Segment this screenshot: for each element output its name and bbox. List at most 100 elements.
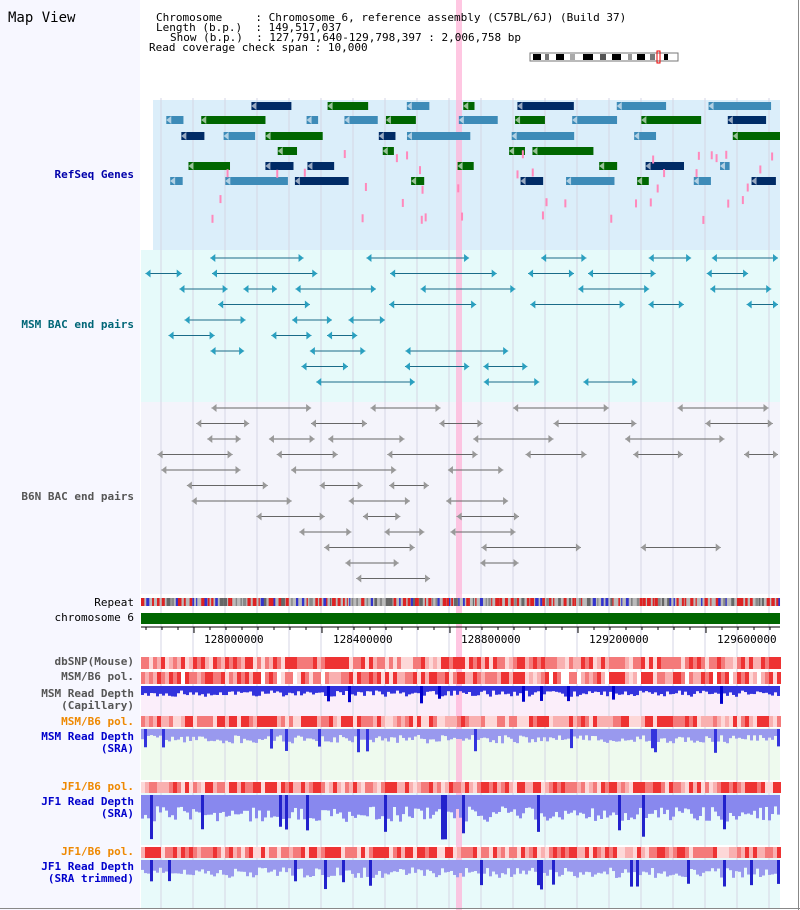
read-depth-bar (621, 795, 624, 821)
read-depth-bar (771, 686, 774, 696)
polymorphism-cell (685, 716, 689, 727)
polymorphism-cell (413, 657, 417, 669)
bac-end-marker (291, 466, 297, 474)
polymorphism-cell (673, 847, 677, 858)
read-depth-bar (171, 795, 174, 816)
polymorphism-cell (629, 657, 633, 669)
polymorphism-cell (205, 847, 209, 858)
read-depth-bar (228, 686, 231, 692)
polymorphism-cell (609, 672, 613, 684)
polymorphism-cell (433, 847, 437, 858)
polymorphism-cell (457, 782, 461, 793)
dbsnp-label[interactable]: dbSNP(Mouse) (54, 655, 134, 668)
polymorphism-cell (549, 782, 553, 793)
polymorphism-cell (525, 672, 529, 684)
polymorphism-cell (369, 672, 373, 684)
polymorphism-cell (597, 672, 601, 684)
polymorphism-cell (201, 847, 205, 858)
polymorphism-cell (517, 672, 521, 684)
read-depth-bar (534, 860, 537, 872)
read-depth-bar (147, 686, 150, 696)
polymorphism-cell (217, 657, 221, 669)
strand-arrow (566, 177, 572, 185)
refseq-genes-label[interactable]: RefSeq Genes (54, 168, 134, 181)
read-depth-bar (513, 795, 516, 810)
repeat-element (446, 598, 450, 606)
msm-read-depth-sra-label[interactable]: MSM Read Depth (SRA) (41, 730, 134, 755)
jf1-read-depth-trimmed-label[interactable]: JF1 Read Depth (SRA trimmed) (41, 860, 134, 885)
polymorphism-cell (481, 672, 485, 684)
refseq-minor-feature (364, 182, 367, 191)
read-depth-bar (282, 860, 285, 868)
read-depth-bar (330, 729, 333, 743)
polymorphism-cell (753, 716, 757, 727)
read-depth-bar (525, 686, 528, 691)
read-depth-bar (522, 795, 525, 814)
refseq-minor-feature (715, 154, 718, 163)
polymorphism-cell (185, 847, 189, 858)
polymorphism-cell (477, 672, 481, 684)
read-depth-bar (189, 729, 192, 741)
read-depth-bar (741, 860, 744, 878)
polymorphism-cell (313, 847, 317, 858)
repeat-element (402, 598, 407, 606)
polymorphism-cell (325, 657, 329, 669)
polymorphism-cell (373, 847, 377, 858)
read-depth-bar (402, 729, 405, 738)
polymorphism-cell (601, 847, 605, 858)
polymorphism-cell (225, 657, 229, 669)
polymorphism-cell (513, 847, 517, 858)
polymorphism-cell (533, 782, 537, 793)
polymorphism-cell (457, 847, 461, 858)
repeat-element (462, 598, 465, 606)
bac-end-marker (581, 254, 587, 262)
polymorphism-cell (301, 672, 305, 684)
read-depth-bar (441, 729, 444, 736)
jf1-b6-pol-label-1[interactable]: JF1/B6 pol. (61, 780, 134, 793)
read-depth-bar (414, 729, 417, 737)
read-depth-bar (201, 686, 204, 695)
refseq-gene (458, 116, 498, 124)
repeat-element (776, 598, 779, 606)
polymorphism-cell (309, 782, 313, 793)
read-depth-bar (456, 795, 459, 810)
read-depth-bar (420, 860, 423, 871)
read-depth-bar (543, 860, 546, 873)
polymorphism-cell (681, 847, 685, 858)
polymorphism-cell (529, 657, 533, 669)
show-info: Show (b.p.) : 127,791,640-129,798,397 : … (170, 31, 522, 44)
msm-b6-pol-label-1[interactable]: MSM/B6 pol. (61, 670, 134, 683)
polymorphism-cell (553, 782, 557, 793)
refseq-gene (265, 132, 323, 140)
read-depth-bar (543, 686, 546, 695)
polymorphism-cell (261, 782, 265, 793)
polymorphism-cell (737, 657, 741, 669)
polymorphism-cell (317, 657, 321, 669)
read-depth-bar (777, 795, 780, 815)
polymorphism-cell (325, 847, 329, 858)
read-depth-bar (159, 686, 162, 694)
b6n-bac-end-pairs-label[interactable]: B6N BAC end pairs (21, 490, 134, 503)
read-depth-bar (531, 729, 534, 740)
repeat-element (745, 598, 748, 606)
polymorphism-cell (609, 847, 613, 858)
repeat-element (558, 598, 561, 606)
repeat-element (667, 598, 672, 606)
jf1-read-depth-sra-label[interactable]: JF1 Read Depth (SRA) (41, 795, 134, 820)
chromosome-band (533, 54, 541, 60)
read-depth-bar (456, 729, 459, 739)
read-depth-bar (183, 860, 186, 870)
msm-read-depth-capillary-label[interactable]: MSM Read Depth (Capillary) (41, 687, 134, 712)
msm-b6-pol-label-2[interactable]: MSM/B6 pol. (61, 715, 134, 728)
read-depth-bar (441, 686, 444, 697)
read-depth-bar (492, 686, 495, 691)
polymorphism-cell (361, 657, 365, 669)
read-depth-bar (657, 686, 660, 696)
jf1-b6-pol-label-2[interactable]: JF1/B6 pol. (61, 845, 134, 858)
read-depth-bar (345, 860, 348, 871)
read-depth-bar (459, 795, 462, 818)
read-depth-bar (213, 795, 216, 813)
polymorphism-cell (357, 716, 361, 727)
msm-bac-end-pairs-label[interactable]: MSM BAC end pairs (21, 318, 134, 331)
